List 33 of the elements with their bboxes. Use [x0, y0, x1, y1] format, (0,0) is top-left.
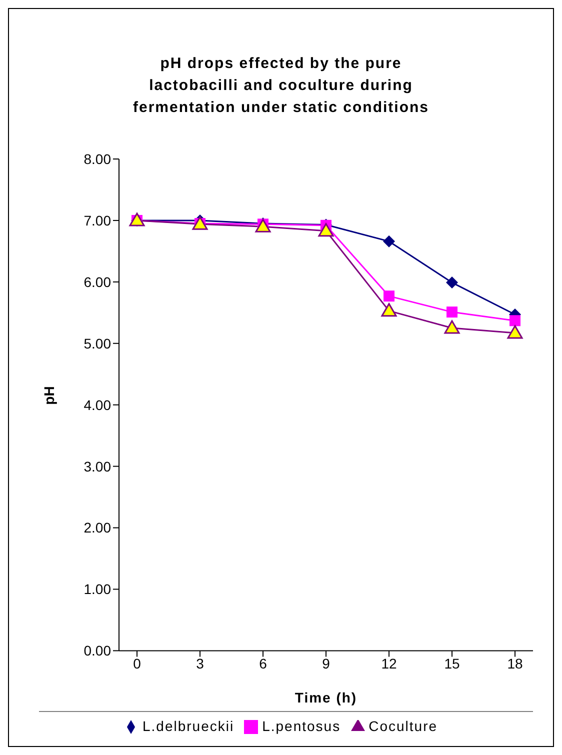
- point: [192, 216, 208, 230]
- point: [446, 306, 458, 318]
- y-tick-label: 0.00: [84, 642, 112, 659]
- point: [507, 325, 523, 339]
- y-tick-label: 1.00: [84, 581, 112, 598]
- point: [446, 276, 458, 289]
- x-tick-label: 6: [259, 656, 268, 672]
- point: [255, 218, 271, 232]
- y-axis-title: pH: [40, 386, 57, 405]
- y-tick-label: 5.00: [84, 335, 112, 352]
- legend-label: L.pentosus: [262, 718, 341, 734]
- y-tick-label: 2.00: [84, 520, 112, 536]
- y-tick-label: 8.00: [84, 150, 112, 167]
- x-tick-label: 3: [196, 656, 204, 672]
- x-tick-label: 12: [381, 656, 397, 672]
- legend-label: L.delbrueckii: [142, 718, 234, 734]
- y-tick-label: 6.00: [84, 274, 112, 290]
- legend-label: Coculture: [368, 718, 438, 734]
- x-tick-label: 15: [444, 656, 460, 672]
- point: [383, 235, 395, 248]
- x-tick-label: 9: [322, 656, 330, 672]
- point: [444, 320, 460, 334]
- point: [318, 223, 334, 237]
- point: [384, 290, 394, 302]
- x-tick-label: 18: [507, 656, 523, 672]
- point: [381, 303, 397, 317]
- y-tick-label: 3.00: [84, 458, 112, 474]
- point: [510, 315, 520, 326]
- chart-title: pH drops effected by the pure lactobacilli and coculture during fermentation under static conditions: [132, 54, 430, 118]
- y-tick-label: 4.00: [84, 396, 112, 413]
- x-axis-title: Time (h): [294, 690, 358, 706]
- x-tick-label: 0: [133, 656, 142, 672]
- y-tick-label: 7.00: [84, 212, 112, 228]
